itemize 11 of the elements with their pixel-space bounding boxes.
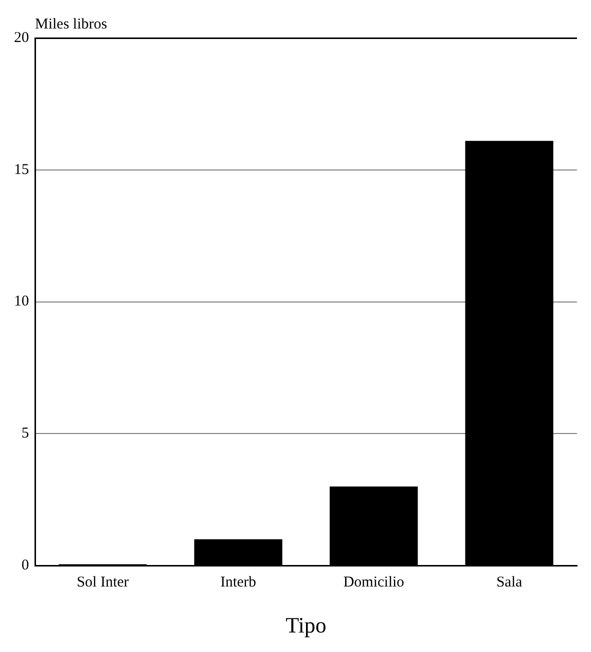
y-axis-title: Miles libros xyxy=(35,16,108,32)
y-tick-label: 5 xyxy=(22,426,29,442)
y-tick-label: 10 xyxy=(14,294,29,310)
y-tick-label: 15 xyxy=(14,162,29,178)
y-tick-label: 0 xyxy=(22,558,29,574)
y-tick-label: 20 xyxy=(14,30,29,46)
x-tick-label: Sol Inter xyxy=(76,574,129,591)
x-tick-label: Sala xyxy=(496,574,523,591)
x-tick-label: Interb xyxy=(220,574,256,591)
x-axis-title: Tipo xyxy=(286,612,326,638)
x-tick-label: Domicilio xyxy=(343,574,404,591)
